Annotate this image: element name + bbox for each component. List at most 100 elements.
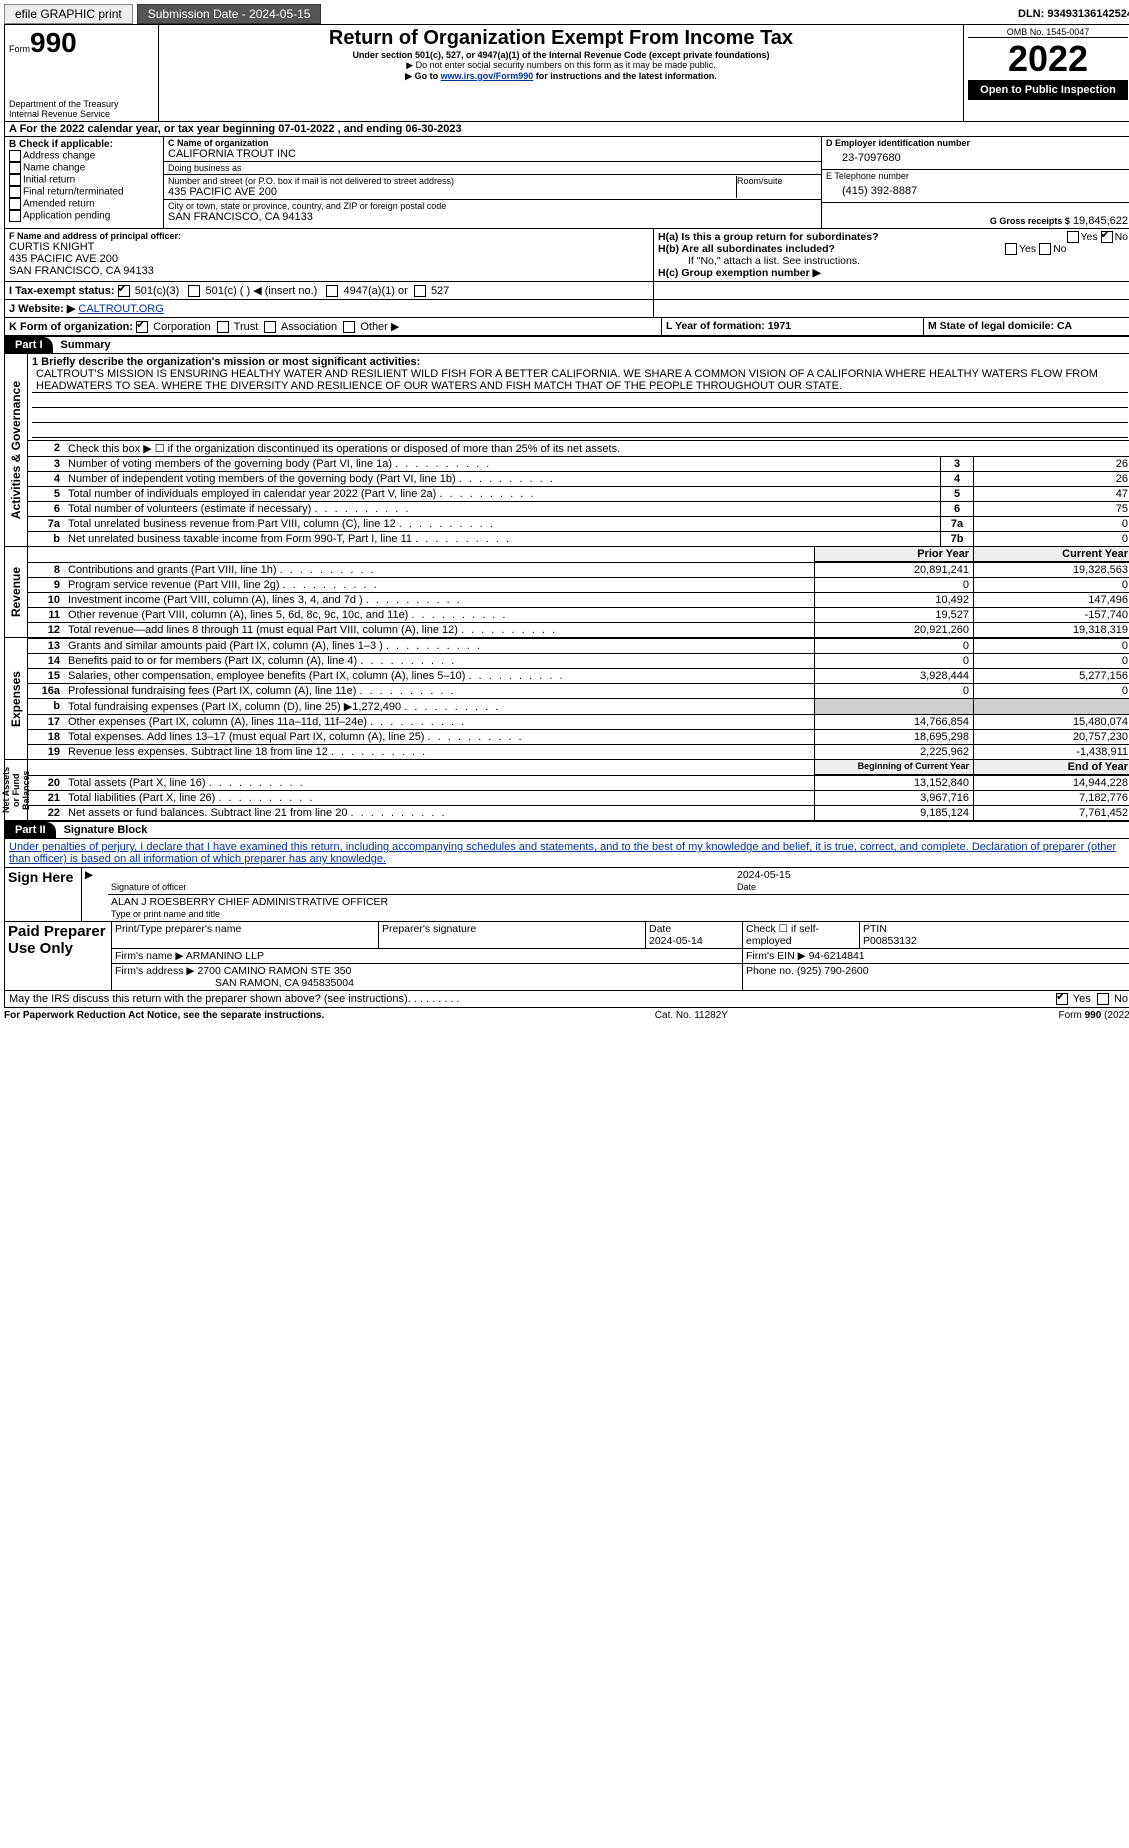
sig-arrow-1: ▶ [82,868,109,922]
row-desc: Total number of volunteers (estimate if … [64,502,940,516]
submission-date-button[interactable]: Submission Date - 2024-05-15 [137,4,322,24]
row-klm: K Form of organization: Corporation Trus… [4,318,1129,336]
row-num: 3 [28,457,64,471]
chk-527[interactable] [414,285,426,297]
chk-amended[interactable] [9,198,21,210]
foot-left: For Paperwork Reduction Act Notice, see … [4,1010,324,1021]
l-year: L Year of formation: 1971 [662,318,923,335]
d-lbl: D Employer identification number [826,138,1128,148]
sig-officer-cell: Signature of officer [108,868,734,895]
row-val: 47 [973,487,1129,501]
irs-link[interactable]: www.irs.gov/Form990 [441,71,534,81]
row-prior: 13,152,840 [814,776,973,790]
row-prior [814,699,973,714]
row-desc: Net assets or fund balances. Subtract li… [64,806,814,820]
hb-yes[interactable] [1005,243,1017,255]
officer-addr2: SAN FRANCISCO, CA 94133 [9,265,649,277]
gov-row-7b: bNet unrelated business taxable income f… [28,531,1129,546]
chk-address-change[interactable] [9,150,21,162]
ein-value: 23-7097680 [826,148,1128,168]
row-val: 26 [973,472,1129,486]
ha-yes[interactable] [1067,231,1079,243]
chk-assoc[interactable] [264,321,276,333]
row-num: 18 [28,730,64,744]
row-num: 17 [28,715,64,729]
paid-preparer-table: Paid Preparer Use Only Print/Type prepar… [4,922,1129,991]
ha-yes-lbl: Yes [1081,231,1098,243]
part2-tab: Part II [5,822,56,838]
row-curr: -157,740 [973,608,1129,622]
dln-label: DLN: 93493136142524 [1018,8,1129,20]
row-desc: Other revenue (Part VIII, column (A), li… [64,608,814,622]
c-name-lbl: C Name of organization [168,138,817,148]
row-curr: 0 [973,578,1129,592]
chk-501c[interactable] [188,285,200,297]
gov-vlabel: Activities & Governance [7,377,25,523]
chk-trust[interactable] [217,321,229,333]
type-name-lbl: Type or print name and title [111,909,220,919]
goto-post: for instructions and the latest informat… [533,71,717,81]
chk-501c3[interactable] [118,285,130,297]
row-prior: 20,891,241 [814,563,973,577]
exp-row-14: 14Benefits paid to or for members (Part … [28,653,1129,668]
exp-row-17: 17Other expenses (Part IX, column (A), l… [28,714,1129,729]
net-row-21: 21Total liabilities (Part X, line 26) 3,… [28,790,1129,805]
hb-no[interactable] [1039,243,1051,255]
chk-corp[interactable] [136,321,148,333]
chk-app-pending[interactable] [9,210,21,222]
officer-addr1: 435 PACIFIC AVE 200 [9,253,649,265]
ssn-note: ▶ Do not enter social security numbers o… [163,60,959,71]
open-public-badge: Open to Public Inspection [968,80,1128,100]
i-o2: 501(c) ( ) ◀ (insert no.) [206,285,318,297]
street-value: 435 PACIFIC AVE 200 [168,186,736,198]
website-link[interactable]: CALTROUT.ORG [78,303,163,315]
b-opt-0: Address change [23,151,95,162]
row-prior: 18,695,298 [814,730,973,744]
k-o4: Other ▶ [360,321,399,333]
chk-initial-return[interactable] [9,174,21,186]
b-opt-1: Name change [23,163,85,174]
row-desc: Number of independent voting members of … [64,472,940,486]
chk-4947[interactable] [326,285,338,297]
part2-title: Signature Block [56,822,156,838]
goto-pre: ▶ Go to [405,71,440,81]
sign-here-lbl: Sign Here [5,868,82,922]
hb-no-lbl: No [1053,243,1066,255]
row-prior: 0 [814,639,973,653]
hb-note: If "No," attach a list. See instructions… [658,255,1128,267]
i-lbl: I Tax-exempt status: [9,285,115,297]
phone-lbl: Phone no. [746,965,794,977]
k-o1: Corporation [153,321,210,333]
row-curr: 0 [973,639,1129,653]
row-desc: Benefits paid to or for members (Part IX… [64,654,814,668]
chk-other[interactable] [343,321,355,333]
row-num: 16a [28,684,64,698]
dept-treasury: Department of the Treasury [9,99,154,109]
foot-right: Form 990 (2022) [1059,1010,1129,1021]
hdr-end: End of Year [973,760,1129,775]
b-label: B Check if applicable: [9,139,159,150]
may-yes[interactable] [1056,993,1068,1005]
box-deg: D Employer identification number 23-7097… [821,137,1129,228]
row-desc: Net unrelated business taxable income fr… [64,532,940,546]
chk-final-return[interactable] [9,186,21,198]
row-curr: 19,328,563 [973,563,1129,577]
mission-blank-1 [32,393,1128,408]
form-number: 990 [30,27,77,58]
row-key: 6 [940,502,973,516]
b-opt-3: Final return/terminated [23,187,124,198]
ha-no[interactable] [1101,231,1113,243]
box-c: C Name of organization CALIFORNIA TROUT … [164,137,821,228]
row-curr: 147,496 [973,593,1129,607]
i-o1: 501(c)(3) [135,285,180,297]
chk-name-change[interactable] [9,162,21,174]
efile-button[interactable]: efile GRAPHIC print [4,4,133,24]
row-j: J Website: ▶ CALTROUT.ORG [4,300,1129,318]
row-curr: 0 [973,654,1129,668]
may-no[interactable] [1097,993,1109,1005]
row-desc: Grants and similar amounts paid (Part IX… [64,639,814,653]
gov-row-5: 5Total number of individuals employed in… [28,486,1129,501]
form-title: Return of Organization Exempt From Incom… [163,27,959,50]
jurat-link[interactable]: Under penalties of perjury, I declare th… [9,841,1116,865]
row-val: 26 [973,457,1129,471]
